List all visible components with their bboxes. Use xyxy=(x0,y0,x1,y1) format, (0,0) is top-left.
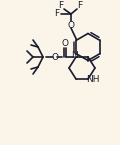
Text: F: F xyxy=(54,10,60,19)
Text: NH: NH xyxy=(86,75,100,84)
Text: F: F xyxy=(58,1,64,10)
Text: O: O xyxy=(51,52,59,61)
Text: O: O xyxy=(67,20,75,29)
Text: F: F xyxy=(77,1,83,10)
Text: O: O xyxy=(61,39,69,48)
Text: N: N xyxy=(72,50,78,59)
